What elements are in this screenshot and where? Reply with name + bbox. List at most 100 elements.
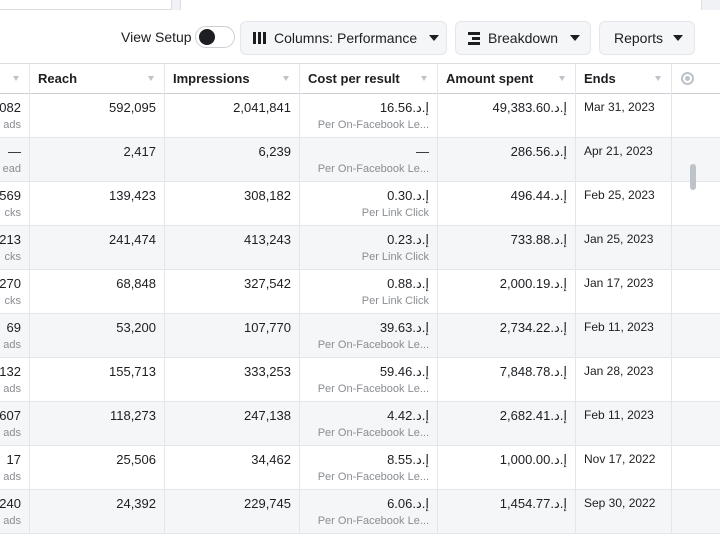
table-row[interactable]: 132 ads 155,713 333,253 59.46.إ.د Per On-Face…: [0, 358, 720, 402]
cell-cost-per-result-subtext: Per On-Facebook Le...: [317, 163, 429, 175]
cell-ends-value: Mar 31, 2023: [584, 100, 655, 114]
cell-reach-value: 2,417: [123, 144, 156, 159]
cell-reach: 53,200: [30, 314, 165, 358]
breakdown-icon: [468, 31, 480, 45]
cell-results: 69 ads: [0, 314, 30, 358]
cell-reach-value: 68,848: [116, 276, 156, 291]
cell-ends: Apr 21, 2023: [576, 138, 672, 182]
cell-reach: 25,506: [30, 446, 165, 490]
columns-dropdown-button[interactable]: Columns: Performance: [240, 21, 447, 55]
column-header-reach[interactable]: Reach: [30, 64, 165, 94]
cell-impressions: 247,138: [165, 402, 300, 446]
columns-icon: [253, 32, 266, 44]
column-settings-icon[interactable]: [681, 72, 694, 85]
cell-amount-spent-value: 733.88.إ.د: [510, 232, 567, 247]
cell-cost-per-result-subtext: Per On-Facebook Le...: [317, 383, 429, 395]
caret-down-icon: [673, 35, 684, 41]
sort-caret-icon[interactable]: [655, 76, 661, 81]
cell-ends-value: Jan 25, 2023: [584, 232, 654, 246]
cell-cost-per-result-value: 8.55.إ.د: [387, 452, 429, 467]
cell-results-value: 213: [0, 232, 21, 247]
cell-reach-value: 53,200: [116, 320, 156, 335]
cell-impressions-value: 308,182: [244, 188, 291, 203]
cell-results-subtext: ads: [3, 119, 21, 131]
table-row[interactable]: 569 cks 139,423 308,182 0.30.إ.د Per Link Cli…: [0, 182, 720, 226]
table-toolbar: View Setup Columns: Performance Breakdow…: [0, 0, 720, 64]
cell-ends-value: Jan 28, 2023: [584, 364, 654, 378]
cell-results: 082 ads: [0, 94, 30, 138]
cell-impressions: 308,182: [165, 182, 300, 226]
sort-caret-icon[interactable]: [559, 76, 565, 81]
sort-caret-icon[interactable]: [283, 76, 289, 81]
table-row[interactable]: 17 ads 25,506 34,462 8.55.إ.د Per On-Facebook…: [0, 446, 720, 490]
column-header-amount-spent[interactable]: Amount spent: [438, 64, 576, 94]
cell-amount-spent-value: 7,848.78.إ.د: [499, 364, 567, 379]
reports-dropdown-button[interactable]: Reports: [599, 21, 695, 55]
view-setup-toggle[interactable]: [195, 26, 235, 48]
cell-cost-per-result-value: —: [416, 144, 429, 159]
cell-impressions-value: 333,253: [244, 364, 291, 379]
column-header-impressions[interactable]: Impressions: [165, 64, 300, 94]
cell-impressions: 327,542: [165, 270, 300, 314]
cell-cost-per-result: 39.63.إ.د Per On-Facebook Le...: [300, 314, 438, 358]
cell-cost-per-result-value: 39.63.إ.د: [379, 320, 429, 335]
sort-caret-icon[interactable]: [13, 76, 19, 81]
cell-ends-value: Sep 30, 2022: [584, 496, 656, 510]
vertical-scrollbar-thumb[interactable]: [690, 164, 696, 190]
cell-impressions: 107,770: [165, 314, 300, 358]
cell-ends: Sep 30, 2022: [576, 490, 672, 534]
cell-ends: Feb 25, 2023: [576, 182, 672, 226]
cell-impressions-value: 413,243: [244, 232, 291, 247]
cell-results-value: 082: [0, 100, 21, 115]
sort-caret-icon[interactable]: [421, 76, 427, 81]
cell-reach: 139,423: [30, 182, 165, 226]
table-row[interactable]: 69 ads 53,200 107,770 39.63.إ.د Per On-Facebo…: [0, 314, 720, 358]
cell-results-subtext: ads: [3, 471, 21, 483]
toggle-knob: [199, 29, 215, 45]
cell-impressions: 34,462: [165, 446, 300, 490]
cell-impressions: 2,041,841: [165, 94, 300, 138]
cell-cost-per-result-subtext: Per On-Facebook Le...: [317, 427, 429, 439]
table-row[interactable]: 607 ads 118,273 247,138 4.42.إ.د Per On-Faceb…: [0, 402, 720, 446]
cell-results-subtext: ads: [3, 383, 21, 395]
cell-reach-value: 155,713: [109, 364, 156, 379]
cell-results-value: 240: [0, 496, 21, 511]
cell-results-value: 69: [6, 320, 21, 335]
table-row[interactable]: 240 ads 24,392 229,745 6.06.إ.د Per On-Facebo…: [0, 490, 720, 534]
table-row[interactable]: 270 cks 68,848 327,542 0.88.إ.د Per Link Clic…: [0, 270, 720, 314]
cell-amount-spent-value: 49,383.60.إ.د: [492, 100, 567, 115]
cell-reach: 155,713: [30, 358, 165, 402]
cell-results-value: 270: [0, 276, 21, 291]
cell-ends-value: Feb 11, 2023: [584, 408, 654, 422]
cell-amount-spent: 2,000.19.إ.د: [438, 270, 576, 314]
cell-reach-value: 25,506: [116, 452, 156, 467]
table-row[interactable]: 082 ads 592,095 2,041,841 16.56.إ.د Per On-Fa…: [0, 94, 720, 138]
view-setup-label: View Setup: [121, 29, 192, 45]
column-header-ends[interactable]: Ends: [576, 64, 672, 94]
cell-amount-spent: 7,848.78.إ.د: [438, 358, 576, 402]
cell-results-value: 569: [0, 188, 21, 203]
cell-reach: 2,417: [30, 138, 165, 182]
cell-amount-spent: 2,682.41.إ.د: [438, 402, 576, 446]
sort-caret-icon[interactable]: [148, 76, 154, 81]
cell-impressions-value: 229,745: [244, 496, 291, 511]
table-row[interactable]: 213 cks 241,474 413,243 0.23.إ.د Per Link Cli…: [0, 226, 720, 270]
caret-down-icon: [570, 35, 581, 41]
columns-dropdown-label: Columns: Performance: [274, 30, 418, 46]
cell-amount-spent-value: 2,000.19.إ.د: [499, 276, 567, 291]
column-header-results[interactable]: [0, 64, 30, 94]
cell-cost-per-result: 6.06.إ.د Per On-Facebook Le...: [300, 490, 438, 534]
breakdown-dropdown-button[interactable]: Breakdown: [455, 21, 591, 55]
cell-amount-spent: 286.56.إ.د: [438, 138, 576, 182]
cell-results-value: 132: [0, 364, 21, 379]
cell-amount-spent-value: 496.44.إ.د: [510, 188, 567, 203]
cell-cost-per-result-subtext: Per On-Facebook Le...: [317, 339, 429, 351]
table-row[interactable]: — ead 2,417 6,239 — Per On-Facebook Le... 286.…: [0, 138, 720, 182]
cell-ends: Jan 25, 2023: [576, 226, 672, 270]
cell-ends: Jan 17, 2023: [576, 270, 672, 314]
cell-amount-spent: 2,734.22.إ.د: [438, 314, 576, 358]
column-header-cost-per-result[interactable]: Cost per result: [300, 64, 438, 94]
cell-ends-value: Apr 21, 2023: [584, 144, 653, 158]
cell-results-value: 17: [6, 452, 21, 467]
